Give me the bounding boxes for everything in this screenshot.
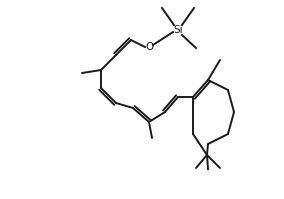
Text: Si: Si — [173, 25, 183, 35]
Text: O: O — [145, 42, 153, 52]
